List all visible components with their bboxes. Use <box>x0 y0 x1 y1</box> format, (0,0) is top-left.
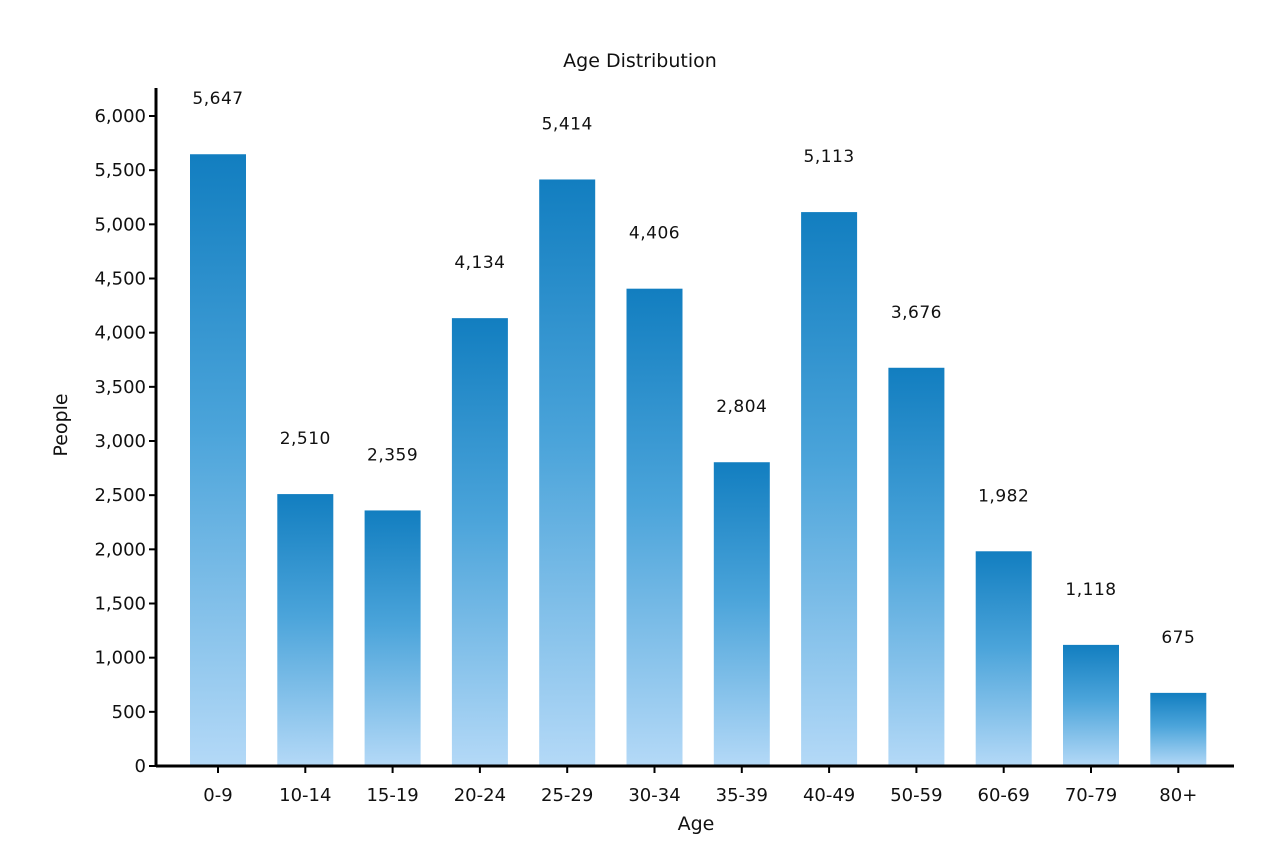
bar-value-label: 4,406 <box>629 224 680 244</box>
bar-40-49 <box>801 212 858 766</box>
bar-value-label: 675 <box>1161 628 1195 648</box>
x-tick-label: 25-29 <box>541 785 593 806</box>
bars-layer <box>190 154 1207 766</box>
bar-30-34 <box>626 288 683 766</box>
bar-value-label: 1,118 <box>1065 580 1116 600</box>
x-tick-label: 60-69 <box>978 785 1030 806</box>
bar-35-39 <box>713 462 770 766</box>
y-tick-label: 6,000 <box>94 106 146 127</box>
bar-value-label: 2,804 <box>716 397 767 417</box>
x-tick-label: 50-59 <box>890 785 942 806</box>
bar-value-label: 2,510 <box>280 429 331 449</box>
y-tick-label: 1,500 <box>94 594 146 615</box>
bar-60-69 <box>975 551 1032 766</box>
x-tick-label: 35-39 <box>716 785 768 806</box>
bar-0-9 <box>190 154 246 766</box>
bar-20-24 <box>451 318 508 766</box>
y-tick-label: 500 <box>112 702 146 723</box>
bar-25-29 <box>539 179 596 766</box>
bar-value-label: 5,113 <box>804 147 855 167</box>
bar-50-59 <box>888 367 945 766</box>
x-axis-label: Age <box>678 813 715 835</box>
bar-value-label: 5,414 <box>542 114 593 134</box>
x-tick-label: 10-14 <box>279 785 331 806</box>
x-tick-label: 15-19 <box>366 785 418 806</box>
y-tick-label: 4,000 <box>94 323 146 344</box>
y-tick-label: 5,000 <box>94 214 146 235</box>
x-axis-ticks: 0-9 10-14 15-19 20-24 25-29 30-34 35-39 40-49 50… <box>203 766 1197 806</box>
y-tick-label: 1,000 <box>94 648 146 669</box>
x-tick-label: 80+ <box>1159 785 1197 806</box>
bar-15-19 <box>364 510 421 766</box>
bar-value-label: 3,676 <box>891 303 942 323</box>
y-axis-ticks: 0 500 1,000 1,500 2,000 2,500 3,000 3,500 4,000 4… <box>94 106 156 777</box>
y-tick-label: 4,500 <box>94 269 146 290</box>
y-tick-label: 0 <box>135 756 146 777</box>
x-tick-label: 70-79 <box>1065 785 1117 806</box>
bar-70-79 <box>1063 644 1119 766</box>
bar-value-label: 4,134 <box>454 253 505 273</box>
y-tick-label: 5,500 <box>94 160 146 181</box>
y-tick-label: 3,500 <box>94 377 146 398</box>
x-tick-label: 40-49 <box>803 785 855 806</box>
x-tick-label: 30-34 <box>628 785 680 806</box>
y-tick-label: 3,000 <box>94 431 146 452</box>
bar-value-label: 2,359 <box>367 445 418 465</box>
y-tick-label: 2,000 <box>94 539 146 560</box>
x-tick-label: 20-24 <box>454 785 506 806</box>
bar-value-label: 1,982 <box>978 486 1029 506</box>
x-tick-label: 0-9 <box>203 785 232 806</box>
y-tick-label: 2,500 <box>94 485 146 506</box>
bar-10-14 <box>277 494 334 766</box>
bar-value-label: 5,647 <box>192 89 243 109</box>
bar-labels-layer: 5,647 2,510 2,359 4,134 5,414 4,406 2,804 5,113… <box>192 89 1195 648</box>
chart-title: Age Distribution <box>563 50 717 72</box>
bar-80+ <box>1150 692 1207 766</box>
y-axis-label: People <box>50 393 72 456</box>
